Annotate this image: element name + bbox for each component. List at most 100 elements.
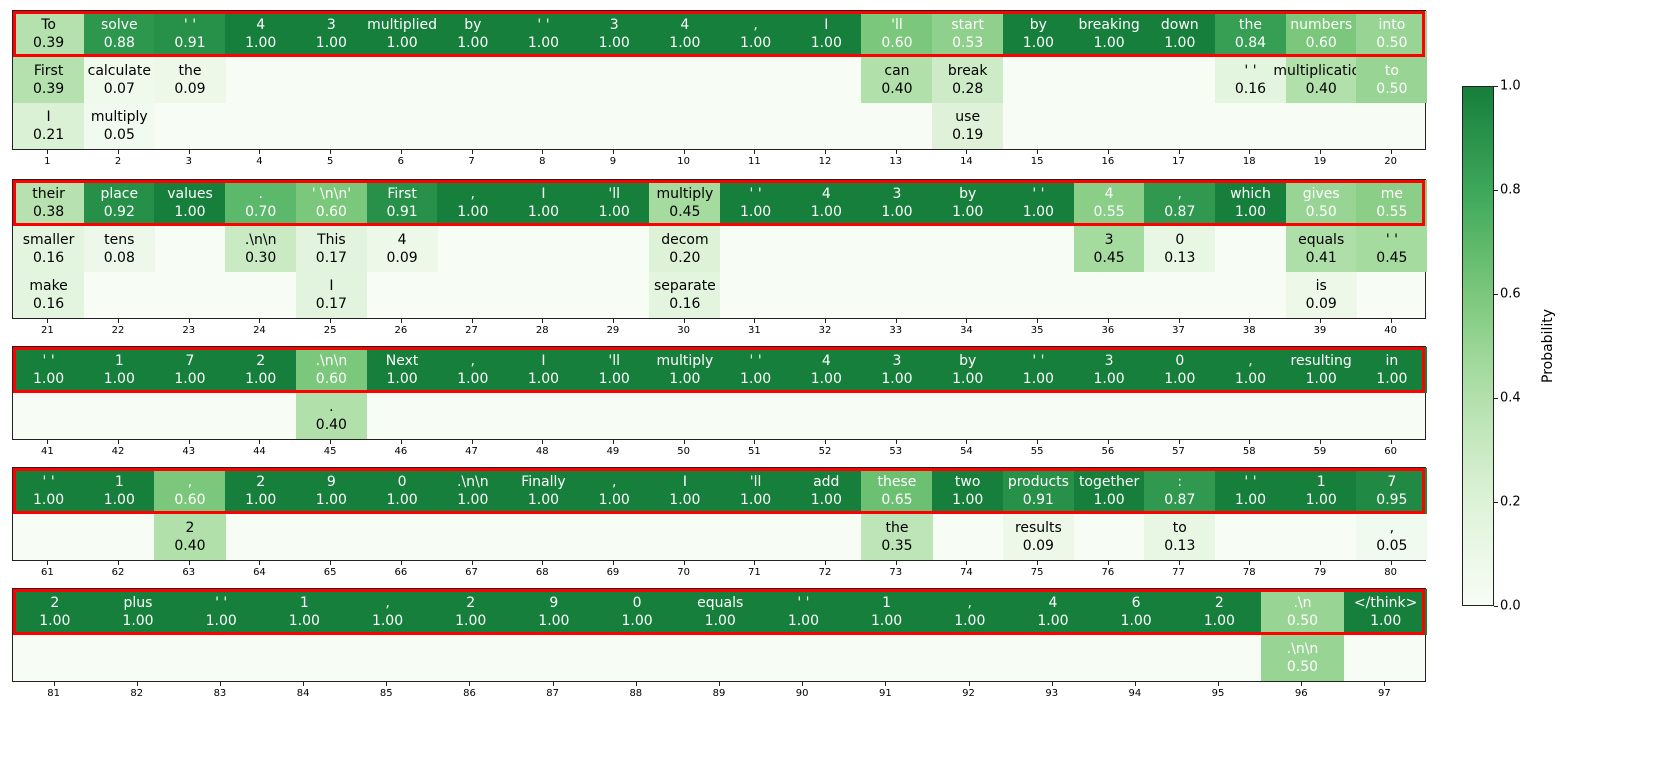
token-label: two xyxy=(954,474,981,490)
token-label: ' ' xyxy=(749,353,762,369)
x-tick-label: 93 xyxy=(1045,688,1059,699)
alternative-token-cell: 2 0.40 xyxy=(154,514,226,560)
x-tick-mark xyxy=(471,150,473,154)
x-tick-label: 76 xyxy=(1101,567,1115,578)
probability-label: 0.40 xyxy=(315,417,347,433)
panel-5: 2 1.00 plus 1.00 ' ' 1.00 1 1.00, 1.00 2 1.00 9 1.00… xyxy=(12,588,1428,682)
probability-label: 1.00 xyxy=(1305,492,1337,508)
x-tick-mark xyxy=(118,150,120,154)
selected-token-cell: To 0.39 xyxy=(13,11,85,57)
token-label: , xyxy=(753,17,758,33)
x-tick-mark xyxy=(1218,682,1220,686)
probability-label: 0.60 xyxy=(315,371,347,387)
token-label: add xyxy=(813,474,840,490)
token-label: .\n\n xyxy=(1286,641,1319,657)
probability-label: 0.09 xyxy=(1305,296,1337,312)
probability-label: 1.00 xyxy=(1022,371,1054,387)
x-tick-label: 91 xyxy=(878,688,892,699)
selected-token-cell: 0 1.00 xyxy=(1144,347,1216,393)
x-tick-label: 54 xyxy=(960,446,973,457)
selected-token-cell: ' ' 1.00 xyxy=(1002,347,1074,393)
token-label: .\n\n xyxy=(456,474,489,490)
x-tick-label: 9 xyxy=(609,156,617,167)
alternative-token-cell: use 0.19 xyxy=(932,103,1004,149)
x-tick-label: 23 xyxy=(182,325,196,336)
selected-token-cell: 'll 0.60 xyxy=(861,11,933,57)
probability-label: 1.00 xyxy=(1120,613,1152,629)
token-label: can xyxy=(884,63,910,79)
selected-token-cell: ' ' 1.00 xyxy=(720,347,792,393)
selected-token-cell: multiply 0.45 xyxy=(649,180,721,226)
probability-label: 1.00 xyxy=(33,492,65,508)
selected-token-cell: 3 1.00 xyxy=(861,347,933,393)
selected-token-cell: add 1.00 xyxy=(790,468,862,514)
x-tick-label: 36 xyxy=(1101,325,1115,336)
colorbar-tick-label: 0.0 xyxy=(1500,598,1521,614)
token-label: 2 xyxy=(256,474,266,490)
probability-label: 0.65 xyxy=(881,492,913,508)
probability-label: 1.00 xyxy=(881,371,913,387)
x-tick-label: 66 xyxy=(394,567,408,578)
probability-label: 1.00 xyxy=(598,35,630,51)
probability-label: 0.70 xyxy=(245,204,277,220)
token-label: their xyxy=(32,186,65,202)
selected-token-cell: I 1.00 xyxy=(790,11,862,57)
x-tick-mark xyxy=(754,150,756,154)
selected-token-cell: First 0.91 xyxy=(366,180,438,226)
alternative-token-cell: calculate 0.07 xyxy=(83,57,155,103)
colorbar-tick-label: 0.4 xyxy=(1500,390,1521,406)
token-label: First xyxy=(33,63,64,79)
probability-label: 1.00 xyxy=(527,492,560,508)
selected-token-cell: 'll 1.00 xyxy=(720,468,792,514)
token-label: 3 xyxy=(609,17,619,33)
selected-token-cell: , 0.87 xyxy=(1144,180,1216,226)
probability-label: 0.53 xyxy=(952,35,984,51)
selected-token-cell: by 1.00 xyxy=(932,347,1004,393)
probability-label: 1.00 xyxy=(1164,371,1196,387)
x-tick-mark xyxy=(303,682,305,686)
x-tick-label: 29 xyxy=(606,325,620,336)
selected-token-cell: resulting 1.00 xyxy=(1285,347,1357,393)
x-tick-label: 37 xyxy=(1172,325,1185,336)
x-tick-label: 15 xyxy=(1030,156,1044,167)
x-tick-label: 2 xyxy=(114,156,122,167)
x-tick-label: 27 xyxy=(465,325,478,336)
probability-label: 1.00 xyxy=(1093,35,1125,51)
token-label: 1 xyxy=(882,595,892,611)
probability-label: 1.00 xyxy=(952,492,984,508)
x-tick-mark xyxy=(1178,150,1180,154)
x-tick-mark xyxy=(259,319,261,323)
x-tick-mark xyxy=(825,150,827,154)
probability-label: 1.00 xyxy=(386,371,418,387)
selected-token-cell: into 0.50 xyxy=(1356,11,1428,57)
x-tick-label: 92 xyxy=(962,688,975,699)
x-tick-label: 38 xyxy=(1242,325,1256,336)
x-tick-mark xyxy=(966,440,968,444)
token-label: break xyxy=(947,63,988,79)
token-label: tens xyxy=(104,232,135,248)
selected-token-cell: 0 1.00 xyxy=(366,468,438,514)
token-label: 4 xyxy=(1048,595,1058,611)
probability-label: 0.38 xyxy=(33,204,65,220)
x-tick-mark xyxy=(966,150,968,154)
alternative-token-cell: I 0.17 xyxy=(295,272,367,318)
token-label: Finally xyxy=(521,474,566,490)
selected-token-cell: Next 1.00 xyxy=(366,347,438,393)
x-tick-label: 70 xyxy=(677,567,691,578)
probability-label: 1.00 xyxy=(1164,35,1196,51)
token-label: 'll xyxy=(749,474,762,490)
x-tick-mark xyxy=(754,561,756,565)
x-tick-mark xyxy=(118,319,120,323)
probability-label: 1.00 xyxy=(1093,492,1125,508)
selected-token-cell: 2 1.00 xyxy=(225,347,297,393)
x-tick-label: 61 xyxy=(40,567,54,578)
probability-label: 0.19 xyxy=(952,127,984,143)
x-tick-mark xyxy=(53,682,55,686)
token-label: 1 xyxy=(299,595,309,611)
alternative-token-cell: smaller 0.16 xyxy=(13,226,85,272)
x-tick-label: 26 xyxy=(394,325,408,336)
token-label: values xyxy=(167,186,213,202)
x-tick-mark xyxy=(825,561,827,565)
x-tick-label: 46 xyxy=(394,446,408,457)
probability-label: 0.16 xyxy=(669,296,701,312)
